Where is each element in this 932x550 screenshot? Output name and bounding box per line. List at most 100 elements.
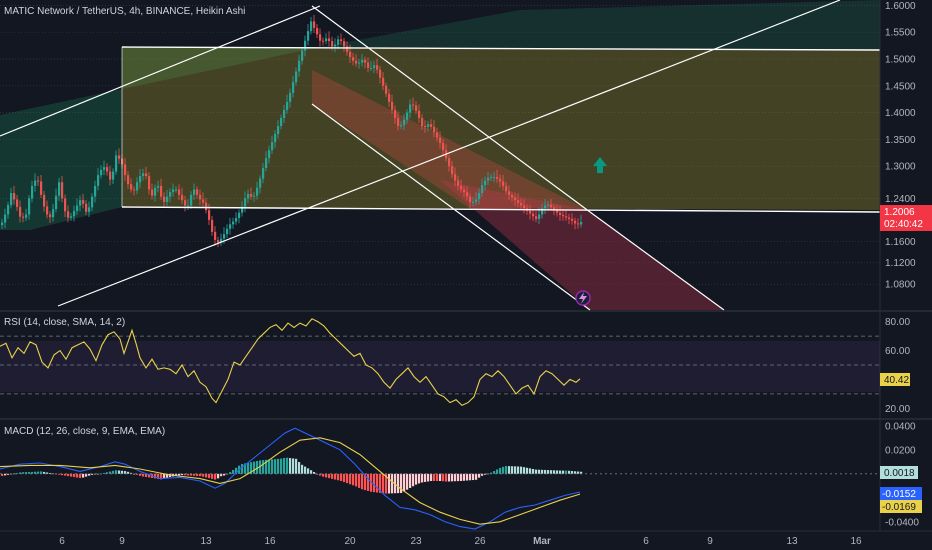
macd-histogram-bar xyxy=(295,458,298,474)
rsi-axis[interactable]: 80.00 60.00 20.00 xyxy=(885,317,910,415)
macd-histogram-bar xyxy=(64,473,67,476)
macd-histogram-bar xyxy=(58,473,61,475)
macd-histogram-bar xyxy=(247,462,250,474)
bar-countdown: 02:40:42 xyxy=(884,219,923,230)
macd-histogram-bar xyxy=(91,473,94,475)
macd-histogram-bar xyxy=(205,473,208,478)
macd-histogram-bar xyxy=(220,473,223,477)
candle-body xyxy=(196,189,199,195)
macd-histogram-bar xyxy=(127,471,130,474)
price-tick-label: 1.1200 xyxy=(885,258,916,269)
macd-histogram-bar xyxy=(409,473,412,488)
candle-body xyxy=(457,180,460,186)
macd-histogram-bar xyxy=(133,473,136,475)
candle-body xyxy=(31,185,34,199)
candle-body xyxy=(265,158,268,169)
macd-histogram-bar xyxy=(406,473,409,490)
macd-histogram-bar xyxy=(433,473,436,481)
descending-channel-zone xyxy=(312,70,588,210)
lightning-icon[interactable] xyxy=(575,290,591,306)
macd-histogram-bar xyxy=(514,466,517,474)
macd-histogram-bar xyxy=(391,473,394,494)
macd-histogram-bar xyxy=(88,473,91,476)
macd-histogram-bar xyxy=(556,470,559,474)
macd-hist-badge: 0.0018 xyxy=(880,466,918,479)
candle-body xyxy=(205,202,208,211)
candle-body xyxy=(199,194,202,200)
macd-histogram-bar xyxy=(136,473,139,475)
candle-body xyxy=(223,234,226,239)
candle-body xyxy=(538,214,541,219)
macd-histogram-bar xyxy=(421,473,424,483)
macd-histogram xyxy=(1,457,583,494)
macd-histogram-bar xyxy=(178,473,181,476)
candle-body xyxy=(478,193,481,200)
rising-channel-lower-line xyxy=(57,0,841,307)
macd-histogram-bar xyxy=(262,460,265,474)
macd-histogram-bar xyxy=(73,473,76,478)
candle-body xyxy=(349,51,352,58)
macd-histogram-bar xyxy=(526,467,529,474)
macd-histogram-bar xyxy=(235,467,238,474)
candle-body xyxy=(415,105,418,111)
resistance-line xyxy=(121,46,881,51)
candle-body xyxy=(271,142,274,151)
candle-body xyxy=(4,214,7,223)
macd-axis[interactable]: 0.0400 0.0200 -0.0400 xyxy=(885,421,919,528)
candle-body xyxy=(550,204,553,208)
macd-histogram-bar xyxy=(31,471,34,474)
candle-body xyxy=(202,199,205,203)
macd-histogram-bar xyxy=(451,473,454,482)
macd-histogram-bar xyxy=(334,473,337,480)
macd-histogram-bar xyxy=(475,473,478,480)
macd-histogram-bar xyxy=(328,473,331,479)
candle-body xyxy=(109,171,112,180)
macd-histogram-bar xyxy=(532,469,535,474)
price-axis[interactable]: 1.6000 1.5500 1.5000 1.4500 1.4000 1.3500 1.30… xyxy=(885,1,916,291)
candle-body xyxy=(163,196,166,202)
candle-body xyxy=(466,192,469,197)
candle-body xyxy=(499,178,502,182)
candle-body xyxy=(343,41,346,47)
macd-histogram-bar xyxy=(283,458,286,474)
candle-body xyxy=(166,196,169,202)
rising-channel-zone xyxy=(0,47,320,230)
candle-body xyxy=(295,71,298,83)
candle-body xyxy=(157,185,160,188)
candle-body xyxy=(475,199,478,202)
candle-body xyxy=(58,182,61,196)
candle-body xyxy=(73,210,76,217)
macd-histogram-bar xyxy=(115,470,118,474)
time-axis[interactable]: 6 9 13 16 20 23 26 Mar 6 9 13 16 xyxy=(59,536,862,547)
candle-body xyxy=(190,194,193,206)
macd-histogram-bar xyxy=(343,473,346,483)
macd-histogram-bar xyxy=(97,473,100,475)
rsi-title[interactable]: RSI (14, close, SMA, 14, 2) xyxy=(4,317,125,328)
time-tick-label: 6 xyxy=(59,536,65,547)
macd-histogram-bar xyxy=(280,458,283,474)
macd-histogram-bar xyxy=(505,466,508,474)
candle-body xyxy=(214,231,217,240)
macd-histogram-bar xyxy=(109,471,112,474)
macd-histogram-bar xyxy=(79,473,82,479)
candle-body xyxy=(277,126,280,135)
chart-title[interactable]: MATIC Network / TetherUS, 4h, BINANCE, H… xyxy=(4,6,245,17)
candle-body xyxy=(172,189,175,193)
candle-body xyxy=(319,34,322,41)
candle-body xyxy=(127,175,130,185)
macd-histogram-bar xyxy=(382,473,385,494)
candle-body xyxy=(430,124,433,127)
candle-body xyxy=(298,60,301,72)
candle-body xyxy=(76,205,79,211)
macd-histogram-bar xyxy=(139,473,142,476)
macd-histogram-bar xyxy=(340,473,343,481)
macd-histogram-bar xyxy=(13,473,16,475)
candle-body xyxy=(496,176,499,179)
candle-body xyxy=(49,214,52,218)
macd-title[interactable]: MACD (12, 26, close, 9, EMA, EMA) xyxy=(4,426,165,437)
candle-body xyxy=(469,196,472,202)
macd-histogram-bar xyxy=(364,473,367,491)
candle-body xyxy=(187,205,190,207)
macd-histogram-bar xyxy=(448,473,451,482)
